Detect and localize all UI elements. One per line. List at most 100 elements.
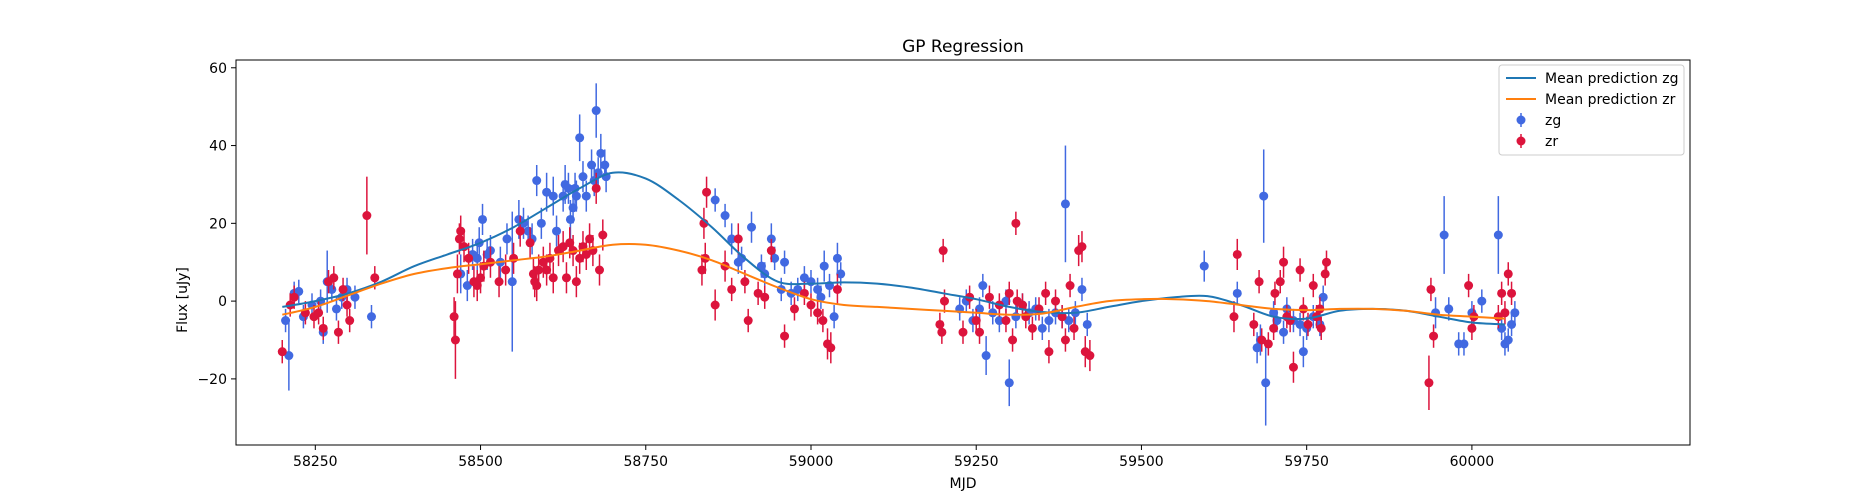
data-point-zg bbox=[799, 273, 809, 283]
data-point-zr bbox=[1503, 269, 1513, 279]
x-tick-label: 58500 bbox=[458, 454, 503, 470]
data-point-zr bbox=[806, 300, 816, 310]
data-point-zr bbox=[565, 238, 575, 248]
data-point-zr bbox=[1085, 351, 1095, 361]
data-point-zr bbox=[1257, 335, 1267, 345]
data-point-zg bbox=[1318, 292, 1328, 302]
data-point-zr bbox=[710, 300, 720, 310]
data-point-zg bbox=[596, 148, 606, 158]
chart-title: GP Regression bbox=[902, 37, 1024, 57]
data-point-zg bbox=[710, 195, 720, 205]
data-point-zg bbox=[720, 211, 730, 221]
data-point-zr bbox=[813, 308, 823, 318]
data-point-zg bbox=[816, 292, 826, 302]
data-point-zr bbox=[338, 284, 348, 294]
data-point-zr bbox=[450, 335, 460, 345]
data-point-zr bbox=[289, 292, 299, 302]
data-point-zr bbox=[1295, 265, 1305, 275]
data-point-zg bbox=[331, 304, 341, 314]
data-point-zr bbox=[452, 269, 462, 279]
data-point-zr bbox=[575, 253, 585, 263]
data-point-zg bbox=[770, 253, 780, 263]
data-point-zg bbox=[568, 203, 578, 213]
y-tick-label: 20 bbox=[209, 216, 227, 232]
data-point-zg bbox=[281, 316, 291, 326]
data-point-zg bbox=[1001, 296, 1011, 306]
data-point-zg bbox=[591, 106, 601, 116]
data-point-zg bbox=[366, 312, 376, 322]
legend-label: zr bbox=[1545, 134, 1558, 150]
data-point-zr bbox=[1060, 335, 1070, 345]
data-point-zr bbox=[1044, 347, 1054, 357]
data-point-zr bbox=[515, 226, 525, 236]
data-point-zg bbox=[478, 214, 488, 224]
data-point-zr bbox=[585, 234, 595, 244]
data-point-zg bbox=[1037, 323, 1047, 333]
data-point-zr bbox=[1285, 316, 1295, 326]
data-point-zg bbox=[600, 160, 610, 170]
data-point-zr bbox=[1308, 281, 1318, 291]
data-point-zr bbox=[935, 319, 945, 329]
data-point-zg bbox=[502, 234, 512, 244]
data-point-zr bbox=[329, 273, 339, 283]
data-point-zr bbox=[456, 226, 466, 236]
data-point-zr bbox=[1500, 308, 1510, 318]
plot-area bbox=[277, 83, 1520, 426]
data-point-zr bbox=[1269, 323, 1279, 333]
data-point-zg bbox=[578, 172, 588, 182]
data-point-zg bbox=[1477, 296, 1487, 306]
data-point-zr bbox=[314, 308, 324, 318]
y-tick-label: −20 bbox=[197, 372, 227, 388]
data-point-zr bbox=[697, 265, 707, 275]
data-point-zr bbox=[1426, 284, 1436, 294]
data-point-zr bbox=[1017, 300, 1027, 310]
data-point-zg bbox=[727, 234, 737, 244]
data-point-zr bbox=[1004, 288, 1014, 298]
data-point-zr bbox=[958, 327, 968, 337]
data-point-zg bbox=[1503, 335, 1513, 345]
mean-line-zg bbox=[282, 171, 1505, 326]
data-point-zr bbox=[1497, 288, 1507, 298]
axes-frame bbox=[235, 59, 1691, 446]
data-point-zg bbox=[806, 277, 816, 287]
data-point-zr bbox=[727, 284, 737, 294]
data-point-zr bbox=[1011, 218, 1021, 228]
legend-box bbox=[1498, 64, 1685, 156]
data-point-zr bbox=[1263, 339, 1273, 349]
x-axis-label: MJD bbox=[950, 476, 977, 492]
data-point-zr bbox=[1065, 281, 1075, 291]
y-tick-label: 40 bbox=[209, 139, 227, 155]
data-point-zg bbox=[1077, 284, 1087, 294]
data-point-zr bbox=[939, 296, 949, 306]
data-point-zr bbox=[1298, 304, 1308, 314]
data-point-zg bbox=[1507, 319, 1517, 329]
data-point-zr bbox=[571, 277, 581, 287]
data-point-zr bbox=[780, 331, 790, 341]
data-point-zr bbox=[1001, 316, 1011, 326]
mean-line-zr bbox=[282, 243, 1505, 320]
data-point-zg bbox=[1295, 319, 1305, 329]
data-point-zr bbox=[342, 300, 352, 310]
data-point-zg bbox=[1269, 308, 1279, 318]
data-point-zg bbox=[1444, 304, 1454, 314]
data-point-zg bbox=[819, 261, 829, 271]
x-tick-label: 59250 bbox=[954, 454, 999, 470]
data-point-zr bbox=[733, 234, 743, 244]
data-point-zg bbox=[832, 253, 842, 263]
data-point-zr bbox=[1275, 277, 1285, 287]
x-tick-label: 58750 bbox=[623, 454, 668, 470]
data-point-zg bbox=[1044, 316, 1054, 326]
data-point-zr bbox=[1464, 281, 1474, 291]
legend-item: Mean prediction zr bbox=[1506, 92, 1676, 108]
data-point-zr bbox=[581, 249, 591, 259]
data-point-zr bbox=[476, 273, 486, 283]
data-point-zr bbox=[1288, 362, 1298, 372]
data-point-zg bbox=[563, 183, 573, 193]
data-point-zr bbox=[472, 281, 482, 291]
series-zr bbox=[277, 172, 1517, 410]
legend-item: Mean prediction zg bbox=[1506, 71, 1679, 87]
data-point-zg bbox=[829, 312, 839, 322]
data-point-zr bbox=[1429, 331, 1439, 341]
data-point-zg bbox=[581, 191, 591, 201]
data-point-zr bbox=[532, 281, 542, 291]
